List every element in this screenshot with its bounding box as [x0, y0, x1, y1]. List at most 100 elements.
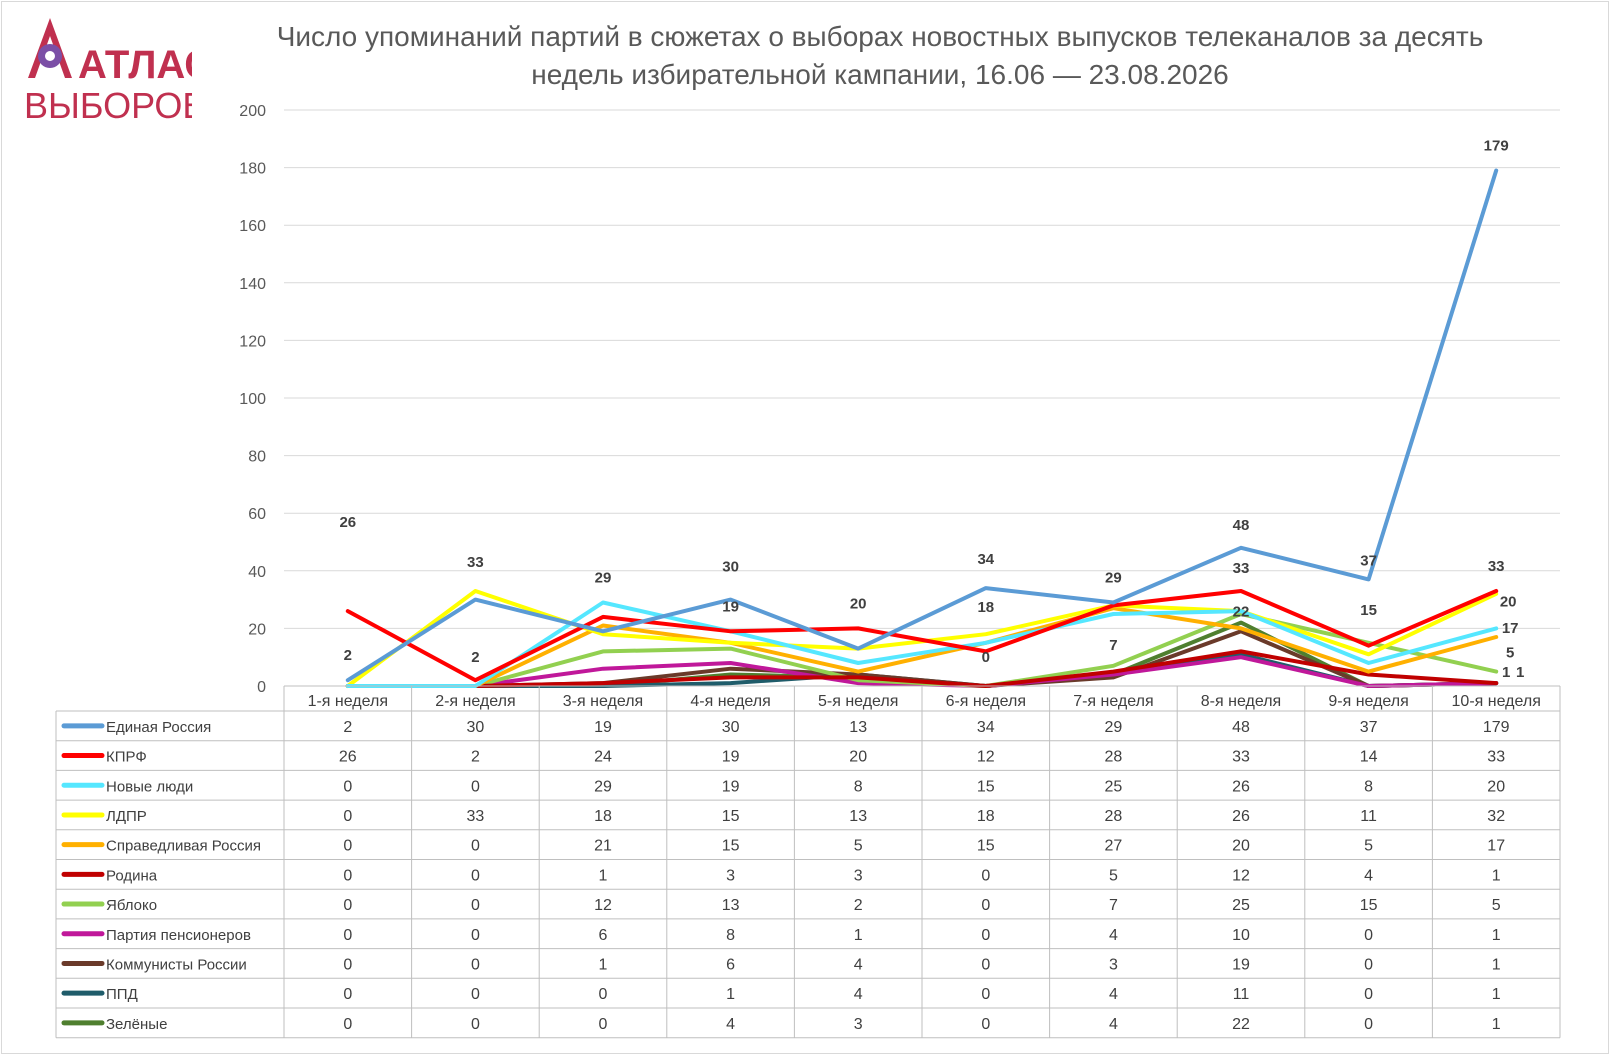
table-cell: 2 [854, 897, 863, 914]
table-cell: 17 [1487, 838, 1505, 855]
legend-series-name: Единая Россия [106, 719, 211, 736]
y-tick-label: 60 [248, 506, 266, 523]
data-label: 20 [850, 595, 867, 612]
table-cell: 0 [471, 956, 480, 973]
table-cell: 5 [1109, 867, 1118, 884]
category-label: 1-я неделя [308, 693, 388, 710]
table-cell: 26 [1232, 778, 1250, 795]
table-cell: 29 [1105, 719, 1123, 736]
table-cell: 4 [1109, 986, 1118, 1003]
table-cell: 18 [594, 808, 612, 825]
legend-series-name: Коммунисты России [106, 956, 247, 973]
y-tick-label: 200 [239, 103, 266, 120]
table-cell: 0 [471, 838, 480, 855]
data-label: 22 [1233, 604, 1250, 621]
table-cell: 0 [981, 956, 990, 973]
table-cell: 28 [1105, 749, 1123, 766]
table-cell: 12 [977, 749, 995, 766]
table-cell: 19 [594, 719, 612, 736]
table-cell: 0 [981, 897, 990, 914]
legend-series-name: Справедливая Россия [106, 838, 261, 855]
table-cell: 20 [849, 749, 867, 766]
table-cell: 3 [726, 867, 735, 884]
series-line [345, 600, 1499, 688]
table-cell: 0 [471, 897, 480, 914]
legend-series-name: КПРФ [106, 749, 147, 766]
table-cell: 0 [471, 927, 480, 944]
series-line [345, 649, 1499, 688]
table-cell: 0 [1364, 956, 1373, 973]
table-cell: 27 [1105, 838, 1123, 855]
table-cell: 13 [722, 897, 740, 914]
table-cell: 12 [1232, 867, 1250, 884]
table-cell: 8 [726, 927, 735, 944]
table-cell: 32 [1487, 808, 1505, 825]
data-label: 26 [339, 514, 356, 531]
table-cell: 30 [722, 719, 740, 736]
data-label: 29 [1105, 569, 1122, 586]
table-cell: 4 [854, 956, 863, 973]
table-cell: 21 [594, 838, 612, 855]
table-cell: 0 [981, 986, 990, 1003]
table-cell: 6 [599, 927, 608, 944]
data-label: 37 [1360, 552, 1377, 569]
table-cell: 0 [471, 986, 480, 1003]
table-cell: 37 [1360, 719, 1378, 736]
table-cell: 14 [1360, 749, 1378, 766]
category-label: 6-я неделя [946, 693, 1026, 710]
y-tick-label: 80 [248, 449, 266, 466]
table-cell: 33 [1487, 749, 1505, 766]
atlas-vyborov-logo: АТЛАС ВЫБОРОВ [20, 14, 213, 126]
y-tick-label: 140 [239, 276, 266, 293]
table-cell: 0 [981, 927, 990, 944]
table-cell: 15 [977, 778, 995, 795]
category-label: 8-я неделя [1201, 693, 1281, 710]
table-cell: 28 [1105, 808, 1123, 825]
data-label: 15 [1360, 602, 1377, 619]
series-line [345, 168, 1499, 683]
table-cell: 0 [981, 867, 990, 884]
table-cell: 19 [722, 749, 740, 766]
data-label: 1 [1502, 664, 1510, 681]
table-cell: 1 [1492, 956, 1501, 973]
chart-title: Число упоминаний партий в сюжетах о выбо… [276, 21, 1484, 90]
table-cell: 1 [854, 927, 863, 944]
table-cell: 0 [343, 956, 352, 973]
data-label: 2 [471, 649, 479, 666]
data-label: 7 [1109, 637, 1117, 654]
legend-series-name: ЛДПР [106, 808, 147, 825]
table-cell: 8 [854, 778, 863, 795]
table-cell: 0 [343, 867, 352, 884]
table-cell: 15 [1360, 897, 1378, 914]
y-tick-label: 0 [257, 679, 266, 696]
table-cell: 33 [467, 808, 485, 825]
table-cell: 3 [1109, 956, 1118, 973]
table-cell: 11 [1360, 808, 1377, 825]
table-cell: 25 [1105, 778, 1123, 795]
data-table: 1-я неделя 2-я неделя 3-я неделя 4-я неделя… [55, 685, 1561, 1039]
y-axis: 0 20 40 60 80 100 120 140 160 180 200 [239, 103, 266, 696]
data-label: 18 [977, 599, 994, 616]
legend-series-name: ППД [106, 986, 138, 1003]
table-cell: 15 [977, 838, 995, 855]
table-cell: 25 [1232, 897, 1250, 914]
legend-series-name: Зелёные [106, 1016, 167, 1033]
table-cell: 0 [1364, 1016, 1373, 1033]
logo-text-line2: ВЫБОРОВ [24, 85, 192, 126]
table-cell: 4 [726, 1016, 735, 1033]
category-label: 2-я неделя [435, 693, 515, 710]
data-label: 29 [595, 569, 612, 586]
data-label: 17 [1502, 620, 1519, 637]
table-cell: 48 [1232, 719, 1250, 736]
table-cell: 1 [1492, 867, 1501, 884]
category-label: 3-я неделя [563, 693, 643, 710]
table-cell: 0 [343, 808, 352, 825]
category-label: 10-я неделя [1452, 693, 1541, 710]
table-cell: 0 [343, 927, 352, 944]
data-label: 34 [977, 551, 994, 568]
table-cell: 0 [471, 1016, 480, 1033]
table-cell: 19 [1232, 956, 1250, 973]
table-cell: 1 [1492, 1016, 1501, 1033]
